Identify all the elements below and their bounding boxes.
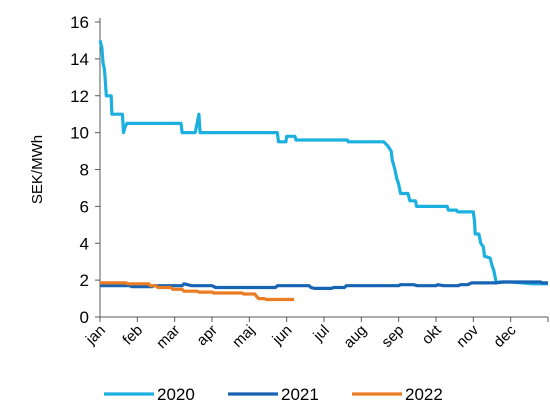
legend-label-2021: 2021 xyxy=(281,385,319,404)
y-axis-title: SEK/MWh xyxy=(29,135,46,204)
series-lines xyxy=(98,40,548,302)
y-tick-label: 0 xyxy=(80,308,89,327)
y-tick-label: 8 xyxy=(80,161,89,180)
y-tick-label: 10 xyxy=(70,124,89,143)
y-tick-label: 12 xyxy=(70,87,89,106)
x-tick-label: sep xyxy=(378,322,407,351)
x-tick-label: jun xyxy=(269,322,296,349)
x-tick-label: okt xyxy=(419,321,446,348)
x-tick-label: dec xyxy=(490,321,519,350)
x-tick-label: mar xyxy=(153,322,183,352)
series-line-2021 xyxy=(100,280,548,290)
x-tick-label: nov xyxy=(453,321,482,350)
series-line-2022 xyxy=(100,281,295,302)
x-tick-label: apr xyxy=(193,322,220,349)
legend: 2020 2021 2022 xyxy=(104,385,443,404)
x-tick-label: feb xyxy=(119,322,146,349)
legend-label-2022: 2022 xyxy=(405,385,443,404)
y-tick-label: 4 xyxy=(80,234,89,253)
series-line-2020 xyxy=(98,40,548,286)
y-tick-label: 14 xyxy=(70,50,89,69)
x-tick-label: jul xyxy=(309,322,332,345)
legend-label-2020: 2020 xyxy=(157,385,195,404)
y-tick-label: 6 xyxy=(80,197,89,216)
y-tick-label: 16 xyxy=(70,13,89,32)
x-tick-label: maj xyxy=(229,322,258,351)
x-tick-label: aug xyxy=(340,322,370,352)
y-tick-label: 2 xyxy=(80,271,89,290)
